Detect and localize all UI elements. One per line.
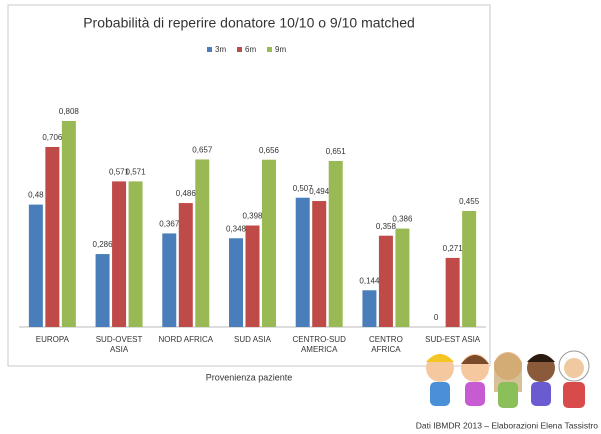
value-label: 0,494 — [309, 187, 330, 196]
legend-label: 9m — [275, 45, 286, 54]
x-tick-label: SUD-EST ASIA — [425, 335, 481, 344]
x-axis-title: Provenienza paziente — [206, 372, 293, 382]
bar — [245, 225, 260, 327]
x-tick-label: SUD ASIA — [234, 335, 271, 344]
bar — [128, 181, 143, 327]
x-tick-label: SUD-OVEST ASIA — [95, 335, 143, 354]
bar — [112, 181, 127, 327]
value-label: 0,367 — [159, 220, 180, 229]
x-tick-label: EUROPA — [35, 335, 69, 344]
value-label: 0,386 — [392, 215, 413, 224]
bar — [462, 210, 477, 327]
bar — [45, 146, 60, 327]
legend-label: 6m — [245, 45, 256, 54]
bar — [229, 238, 243, 327]
bar — [195, 159, 210, 327]
source-note: Dati IBMDR 2013 – Elaborazioni Elena Tas… — [416, 420, 598, 430]
kids-illustration — [426, 350, 590, 408]
value-label: 0,486 — [176, 189, 197, 198]
value-label: 0,656 — [259, 146, 280, 155]
bar — [378, 235, 393, 327]
x-tick-label: NORD AFRICA — [158, 335, 214, 344]
value-label: 0,144 — [359, 276, 380, 285]
bar — [295, 197, 310, 327]
value-label: 0,808 — [59, 107, 80, 116]
value-label: 0,651 — [326, 147, 347, 156]
x-tick-label: CENTRO-SUD AMERICA — [292, 335, 346, 354]
legend-swatch — [237, 47, 242, 52]
value-label: 0,286 — [93, 240, 114, 249]
legend-label: 3m — [215, 45, 226, 54]
value-label: 0,358 — [376, 222, 397, 231]
legend-swatch — [267, 47, 272, 52]
value-label: 0,571 — [126, 168, 147, 177]
bar — [328, 160, 343, 327]
bar — [395, 228, 410, 327]
bar — [312, 201, 327, 327]
x-tick-label: CENTRO AFRICA — [369, 335, 403, 354]
bar — [162, 233, 177, 327]
bar — [28, 204, 43, 327]
bar — [61, 120, 76, 328]
value-label: 0,48 — [28, 191, 44, 200]
bar — [445, 257, 460, 327]
legend-swatch — [207, 47, 212, 52]
value-label: 0 — [434, 313, 439, 322]
value-label: 0,348 — [226, 224, 247, 233]
value-label: 0,398 — [242, 212, 263, 221]
value-label: 0,507 — [293, 184, 314, 193]
value-label: 0,657 — [192, 146, 213, 155]
chart-title: Probabilità di reperire donatore 10/10 o… — [83, 15, 415, 31]
bar — [178, 203, 193, 327]
value-label: 0,271 — [443, 244, 464, 253]
bar — [95, 254, 110, 327]
value-label: 0,571 — [109, 168, 130, 177]
bar — [362, 290, 377, 327]
value-label: 0,706 — [42, 133, 63, 142]
value-label: 0,455 — [459, 197, 480, 206]
bar — [262, 159, 276, 327]
